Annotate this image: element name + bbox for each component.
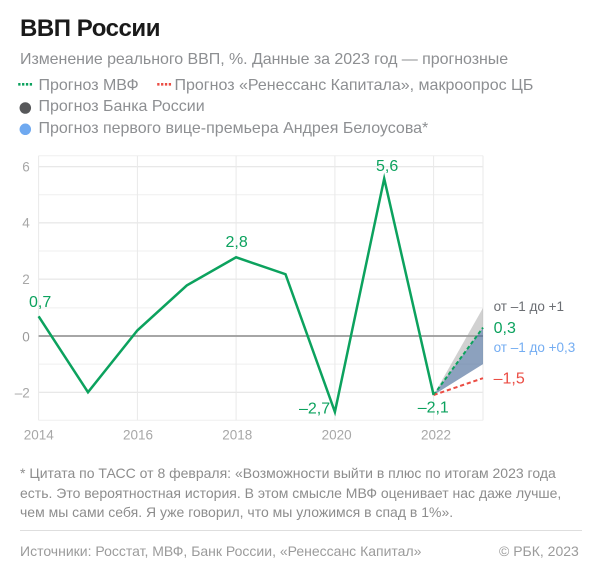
svg-text:2020: 2020 bbox=[322, 427, 352, 442]
svg-text:2014: 2014 bbox=[24, 427, 55, 442]
svg-text:5,6: 5,6 bbox=[376, 158, 398, 175]
svg-text:2,8: 2,8 bbox=[226, 234, 248, 251]
svg-text:–2,1: –2,1 bbox=[418, 400, 449, 417]
svg-text:от –1 до +1: от –1 до +1 bbox=[494, 299, 564, 314]
svg-text:4: 4 bbox=[22, 216, 30, 231]
svg-text:–2,7: –2,7 bbox=[299, 401, 330, 418]
svg-text:2022: 2022 bbox=[421, 427, 451, 442]
svg-text:от –1 до +0,3: от –1 до +0,3 bbox=[494, 340, 576, 355]
svg-text:–1,5: –1,5 bbox=[494, 371, 525, 388]
svg-text:–2: –2 bbox=[15, 386, 30, 401]
svg-text:2: 2 bbox=[22, 272, 30, 287]
svg-text:0,3: 0,3 bbox=[494, 320, 516, 337]
svg-text:6: 6 bbox=[22, 159, 30, 174]
svg-text:0: 0 bbox=[22, 329, 30, 344]
svg-text:2016: 2016 bbox=[123, 427, 153, 442]
svg-text:0,7: 0,7 bbox=[29, 294, 51, 311]
svg-text:2018: 2018 bbox=[222, 427, 252, 442]
